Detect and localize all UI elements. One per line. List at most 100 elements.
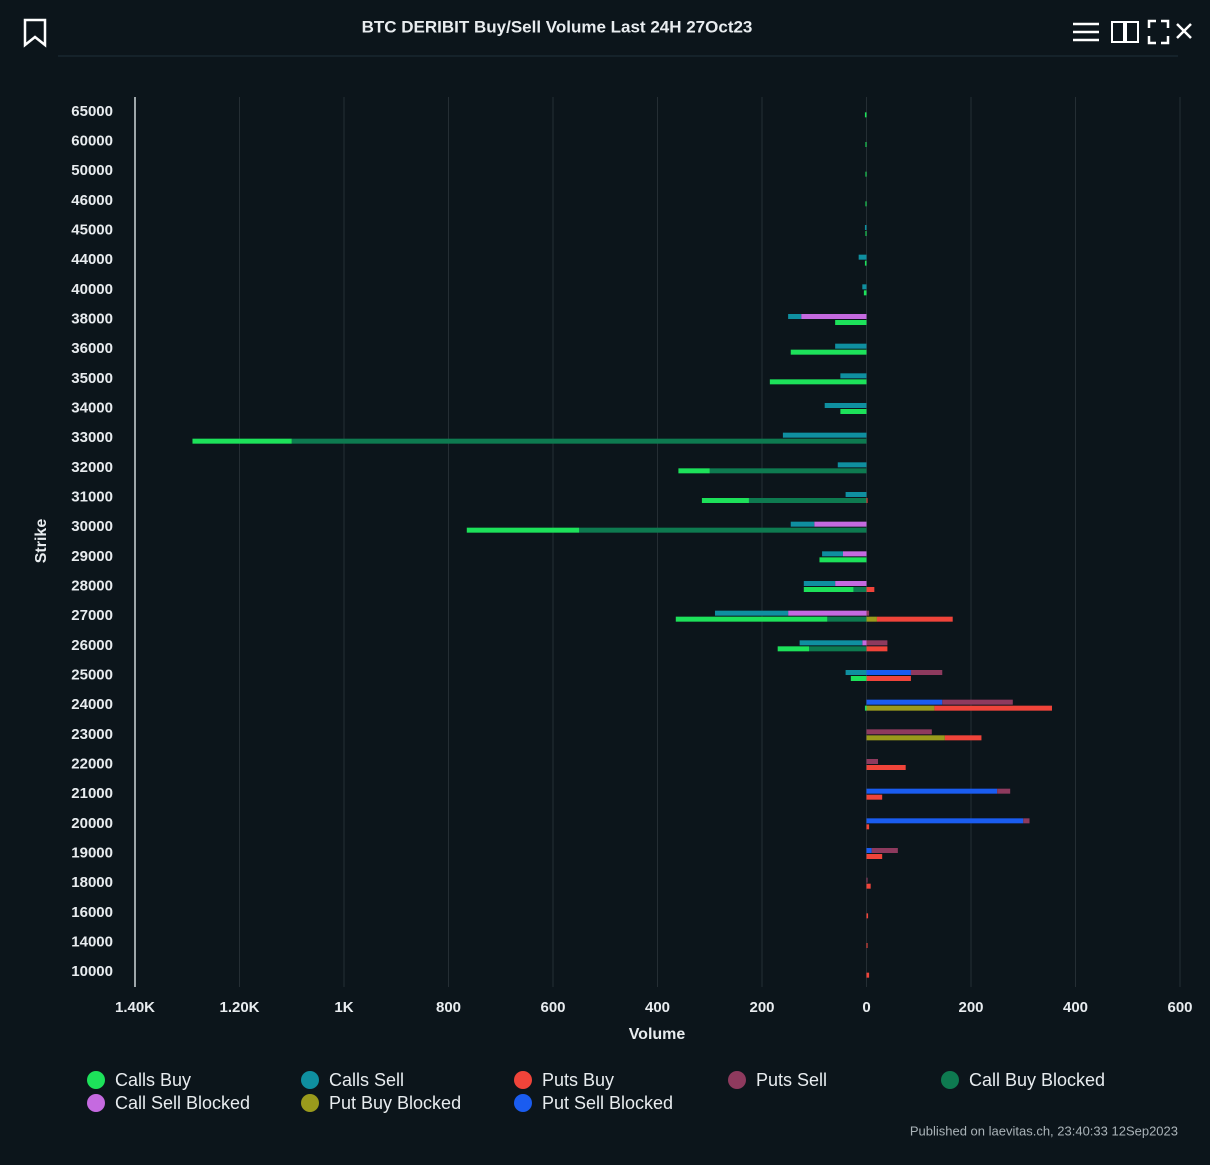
bar-segment bbox=[866, 587, 875, 592]
y-tick-label: 26000 bbox=[71, 637, 113, 654]
legend-swatch bbox=[301, 1094, 319, 1112]
x-tick-label: 0 bbox=[862, 999, 870, 1016]
bar-segment bbox=[866, 854, 883, 859]
bar-segment bbox=[701, 498, 749, 503]
x-tick-label: 600 bbox=[1167, 999, 1192, 1016]
bar-segment bbox=[866, 759, 878, 764]
y-tick-label: 14000 bbox=[71, 933, 113, 950]
y-tick-label: 10000 bbox=[71, 963, 113, 980]
bar-segment bbox=[748, 498, 867, 503]
bar-segment bbox=[853, 587, 867, 592]
bar-segment bbox=[850, 676, 867, 681]
bar-segment bbox=[803, 587, 854, 592]
chart-title: BTC DERIBIT Buy/Sell Volume Last 24H 27O… bbox=[362, 17, 753, 36]
legend-swatch bbox=[87, 1094, 105, 1112]
bar-segment bbox=[466, 527, 580, 533]
y-tick-label: 65000 bbox=[71, 103, 113, 120]
x-tick-label: 400 bbox=[645, 999, 670, 1016]
bar-segment bbox=[864, 112, 867, 118]
legend-label[interactable]: Put Buy Blocked bbox=[329, 1093, 461, 1113]
y-tick-label: 36000 bbox=[71, 340, 113, 357]
bars bbox=[192, 112, 1052, 978]
bar-segment bbox=[291, 438, 867, 444]
bar-segment bbox=[866, 848, 872, 853]
bar-segment bbox=[866, 788, 998, 794]
y-tick-label: 22000 bbox=[71, 755, 113, 772]
y-tick-label: 23000 bbox=[71, 726, 113, 743]
y-tick-label: 40000 bbox=[71, 281, 113, 298]
y-tick-label: 31000 bbox=[71, 488, 113, 505]
bar-segment bbox=[777, 646, 810, 652]
legend-swatch bbox=[514, 1094, 532, 1112]
y-tick-label: 38000 bbox=[71, 310, 113, 327]
bar-segment bbox=[845, 670, 867, 675]
bar-segment bbox=[814, 521, 867, 527]
x-tick-label: 400 bbox=[1063, 999, 1088, 1016]
bar-segment bbox=[842, 551, 867, 557]
bar-segment bbox=[709, 468, 867, 474]
x-tick-label: 200 bbox=[749, 999, 774, 1016]
published-note: Published on laevitas.ch, 23:40:33 12Sep… bbox=[910, 1123, 1178, 1138]
bar-segment bbox=[866, 610, 870, 616]
bar-segment bbox=[824, 403, 867, 408]
y-tick-label: 20000 bbox=[71, 815, 113, 832]
bar-segment bbox=[837, 462, 867, 468]
bar-segment bbox=[866, 943, 868, 948]
bar-segment bbox=[827, 616, 867, 622]
bar-segment bbox=[864, 225, 867, 230]
y-tick-label: 34000 bbox=[71, 399, 113, 416]
bar-segment bbox=[858, 254, 867, 260]
bar-segment bbox=[866, 735, 945, 741]
bar-segment bbox=[862, 640, 867, 646]
y-tick-label: 25000 bbox=[71, 666, 113, 683]
x-axis-label: Volume bbox=[629, 1026, 686, 1043]
legend-label[interactable]: Puts Sell bbox=[756, 1070, 827, 1090]
bar-segment bbox=[835, 581, 867, 586]
legend-swatch bbox=[728, 1071, 746, 1089]
bar-segment bbox=[934, 705, 1052, 711]
legend-swatch bbox=[301, 1071, 319, 1089]
bar-segment bbox=[819, 557, 867, 563]
bar-segment bbox=[866, 699, 943, 705]
y-tick-label: 35000 bbox=[71, 370, 113, 387]
bar-segment bbox=[835, 320, 867, 325]
bar-segment bbox=[866, 729, 932, 735]
bar-segment bbox=[866, 765, 906, 770]
grid bbox=[134, 97, 1181, 987]
bar-segment bbox=[866, 616, 877, 622]
legend-label[interactable]: Puts Buy bbox=[542, 1070, 614, 1090]
bookmark-icon[interactable] bbox=[23, 18, 47, 48]
bar-segment bbox=[910, 670, 943, 675]
bar-segment bbox=[866, 972, 870, 978]
bar-segment bbox=[865, 142, 867, 147]
y-tick-label: 19000 bbox=[71, 844, 113, 861]
bar-segment bbox=[782, 432, 867, 438]
bar-segment bbox=[864, 705, 867, 711]
x-tick-label: 1.40K bbox=[115, 999, 155, 1016]
bar-segment bbox=[678, 468, 710, 474]
book-icon[interactable] bbox=[1111, 21, 1139, 43]
legend-label[interactable]: Calls Sell bbox=[329, 1070, 404, 1090]
bar-segment bbox=[840, 409, 867, 414]
legend-label[interactable]: Call Sell Blocked bbox=[115, 1093, 250, 1113]
menu-icon[interactable] bbox=[1073, 22, 1099, 42]
x-tick-label: 600 bbox=[540, 999, 565, 1016]
legend-label[interactable]: Put Sell Blocked bbox=[542, 1093, 673, 1113]
bar-segment bbox=[871, 848, 898, 853]
fullscreen-icon[interactable] bbox=[1147, 19, 1170, 45]
bar-segment bbox=[675, 616, 828, 622]
bar-segment bbox=[579, 527, 867, 533]
bar-segment bbox=[944, 735, 982, 741]
bar-segment bbox=[866, 646, 888, 652]
bar-segment bbox=[714, 610, 789, 616]
legend-label[interactable]: Calls Buy bbox=[115, 1070, 191, 1090]
legend-label[interactable]: Call Buy Blocked bbox=[969, 1070, 1105, 1090]
y-tick-label: 16000 bbox=[71, 904, 113, 921]
bar-segment bbox=[866, 913, 869, 919]
close-icon[interactable] bbox=[1176, 23, 1192, 39]
y-tick-label: 46000 bbox=[71, 192, 113, 209]
y-tick-label: 18000 bbox=[71, 874, 113, 891]
x-tick-label: 200 bbox=[958, 999, 983, 1016]
